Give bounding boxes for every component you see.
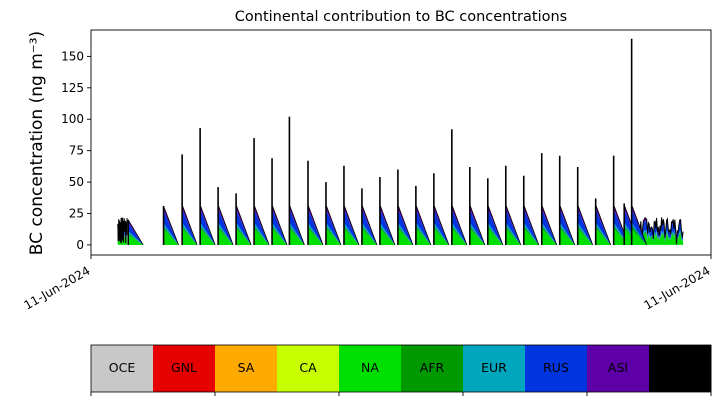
legend-label-rus: RUS: [543, 360, 569, 375]
legend-label-sa: SA: [238, 360, 255, 375]
plot-area: [117, 38, 684, 246]
legend-swatch-sa: [215, 345, 278, 392]
y-axis-label: BC concentration (ng m⁻³): [27, 31, 47, 255]
legend-swatch-rus: [525, 345, 588, 392]
wedge-20-afr: [505, 226, 521, 245]
wedge-5-total-edge: [235, 204, 252, 246]
wedge-23-total-edge: [559, 204, 576, 246]
wedge-11-total-edge: [343, 204, 360, 246]
x-tick-label-1: 11-Jun-2024: [642, 263, 713, 312]
wedge-0-na: [128, 234, 144, 245]
wedge-1-na: [163, 228, 179, 245]
legend-label-ca: CA: [299, 360, 317, 375]
wedge-0-total-edge: [127, 219, 144, 246]
wedge-20-na: [505, 228, 521, 245]
wedge-7-total-edge: [271, 204, 288, 246]
chart-title: Continental contribution to BC concentra…: [235, 9, 567, 25]
wedge-25-total-edge: [595, 204, 612, 246]
legend-swatch-na: [339, 345, 402, 392]
wedge-20-total-edge: [505, 204, 522, 246]
wedge-19-total-edge: [487, 204, 504, 246]
wedge-17-total-edge: [451, 204, 468, 246]
wedge-3-total-edge: [199, 204, 216, 246]
wedge-15-total-edge: [415, 204, 432, 246]
wedge-20-rus: [505, 209, 521, 245]
axes-frame: [90, 29, 712, 256]
legend-swatch-gnl: [153, 345, 216, 392]
wedge-18-total-edge: [469, 204, 486, 246]
y-tick-label-1: 25: [69, 207, 84, 221]
y-tick-label-0: 0: [76, 238, 84, 252]
wedge-16-total-edge: [433, 204, 450, 246]
wedge-20-eur: [505, 222, 521, 245]
legend-label-oce: OCE: [109, 360, 136, 375]
y-tick-label-5: 125: [61, 81, 84, 95]
wedge-28-total-edge: [631, 204, 648, 246]
wedge-2-total-edge: [181, 204, 198, 246]
wedge-8-total-edge: [289, 204, 305, 246]
legend-label-na: NA: [361, 360, 379, 375]
wedge-13-total-edge: [379, 204, 396, 246]
wedge-22-total-edge: [541, 204, 558, 246]
wedge-12-total-edge: [361, 204, 378, 246]
legend-label-asi: ASI: [608, 360, 628, 375]
wedge-6-total-edge: [253, 204, 270, 246]
legend-swatch-asi: [587, 345, 650, 392]
y-tick-label-2: 50: [69, 175, 84, 189]
y-tick-label-6: 150: [61, 49, 84, 63]
wedge-24-total-edge: [577, 204, 594, 246]
legend-swatch-ca: [277, 345, 340, 392]
legend-swatch-aus: [649, 345, 712, 392]
wedge-21-total-edge: [523, 204, 540, 246]
legend-label-aus: AUS: [667, 360, 693, 375]
wedge-1-total-edge: [163, 205, 179, 246]
axes: 0 25 50 75 100 125 150 11-Jun-2024 11-Jun-2024: [22, 29, 713, 313]
colorbar-frame: [90, 344, 712, 393]
y-tick-label-3: 75: [69, 144, 84, 158]
wedge-10-total-edge: [325, 204, 342, 246]
y-tick-label-4: 100: [61, 112, 84, 126]
wedge-1-afr: [163, 226, 179, 245]
legend-label-gnl: GNL: [171, 360, 197, 375]
noise-start-total-line: [117, 217, 128, 244]
legend-swatch-oce: [91, 345, 154, 392]
legend-label-afr: AFR: [420, 360, 445, 375]
legend-swatch-afr: [401, 345, 464, 392]
region-colorbar-legend: OCE GNL SA CA NA AFR EUR RUS ASI AUS: [90, 344, 712, 396]
wedge-9-total-edge: [307, 204, 324, 246]
wedge-14-total-edge: [397, 204, 414, 246]
wedge-4-total-edge: [217, 204, 234, 246]
legend-label-eur: EUR: [481, 360, 507, 375]
legend-swatch-eur: [463, 345, 526, 392]
x-tick-label-0: 11-Jun-2024: [22, 263, 93, 312]
